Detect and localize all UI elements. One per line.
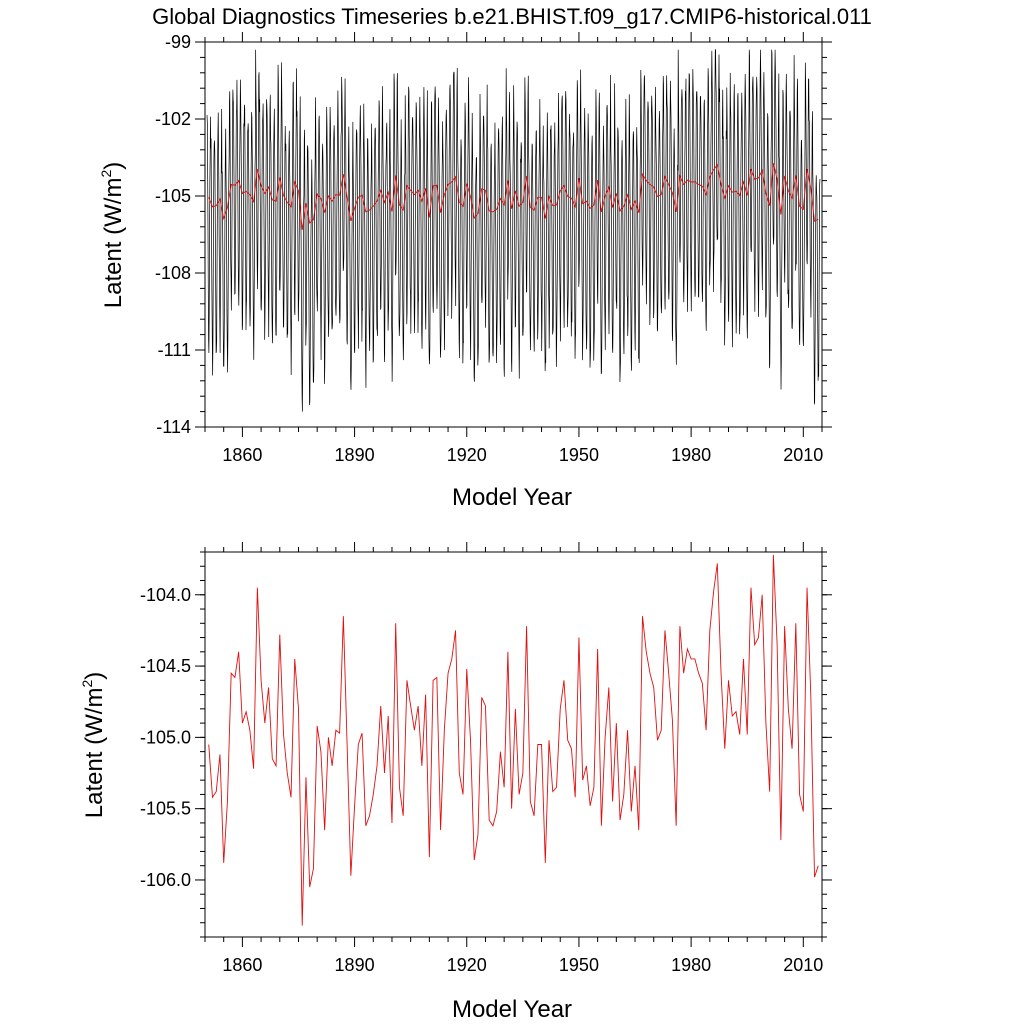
bottom-x-tick-label: 1920: [447, 955, 487, 975]
bottom-y-axis-label: Latent (W/m2): [79, 672, 108, 819]
top-y-axis-label-sup: 2: [98, 170, 114, 178]
top-series-monthly: [206, 49, 821, 412]
top-y-tick-label: -114: [156, 417, 191, 437]
top-series-annual: [208, 163, 819, 230]
top-y-tick-label: -102: [155, 109, 191, 129]
top-x-tick-label: 1980: [671, 445, 711, 465]
top-x-tick-label: 1920: [447, 445, 487, 465]
bottom-series-annual: [208, 554, 819, 926]
bottom-y-tick-label: -105.0: [140, 727, 191, 747]
bottom-y-axis-label-close: ): [81, 672, 108, 680]
top-plot-area: 1860 1890 1920 1950 1980 2010 -114 -111 -108 -105…: [155, 32, 832, 465]
top-x-tick-label: 1950: [559, 445, 599, 465]
bottom-panel: 1860 1890 1920 1950 1980 2010 -106.0 -105.5 -105…: [79, 542, 832, 1023]
top-x-tick-label: 1890: [335, 445, 375, 465]
top-x-tick-label: 1860: [222, 445, 262, 465]
bottom-plot-area: 1860 1890 1920 1950 1980 2010 -106.0 -105.5 -105…: [140, 542, 832, 975]
bottom-y-axis-label-main: Latent (W/m: [81, 688, 108, 819]
bottom-y-tick-label: -105.5: [140, 799, 191, 819]
top-y-tick-label: -108: [155, 263, 191, 283]
top-plot-frame: [204, 41, 823, 428]
top-y-tick-label: -105: [155, 186, 191, 206]
bottom-y-tick-label: -104.0: [140, 585, 191, 605]
top-y-tick-label: -111: [158, 340, 191, 360]
bottom-y-tick-label: -106.0: [140, 870, 191, 890]
bottom-x-axis-label: Model Year: [452, 996, 572, 1023]
top-x-tick-label: 2010: [783, 445, 823, 465]
top-y-axis-label-main: Latent (W/m: [100, 178, 127, 309]
bottom-x-tick-label: 2010: [783, 955, 823, 975]
bottom-plot-frame: [204, 551, 823, 938]
top-x-axis-label: Model Year: [452, 484, 572, 511]
bottom-x-tick-label: 1890: [335, 955, 375, 975]
top-y-axis-label: Latent (W/m2): [98, 162, 127, 309]
top-y-axis-label-close: ): [100, 162, 127, 170]
bottom-y-tick-label: -104.5: [140, 656, 191, 676]
bottom-x-tick-label: 1860: [222, 955, 262, 975]
bottom-x-tick-label: 1950: [559, 955, 599, 975]
figure-title: Global Diagnostics Timeseries b.e21.BHIS…: [152, 4, 872, 29]
bottom-y-axis-label-sup: 2: [79, 680, 95, 688]
top-panel: 1860 1890 1920 1950 1980 2010 -114 -111 -108 -105…: [98, 32, 832, 511]
bottom-x-tick-label: 1980: [671, 955, 711, 975]
top-y-tick-label: -99: [165, 32, 191, 52]
